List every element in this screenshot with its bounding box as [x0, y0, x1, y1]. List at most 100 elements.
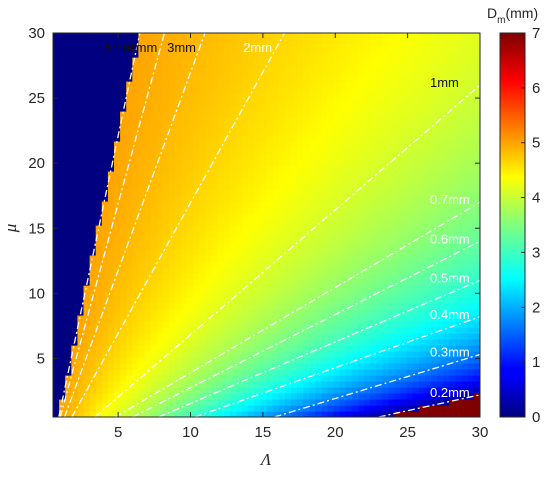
heatmap-cell — [266, 369, 274, 376]
heatmap-cell — [205, 327, 213, 334]
heatmap-cell — [297, 369, 304, 376]
heatmap-cell — [351, 285, 359, 292]
heatmap-cell — [309, 177, 316, 184]
heatmap-cell — [455, 363, 463, 370]
heatmap-cell — [437, 75, 444, 82]
heatmap-cell — [455, 345, 463, 352]
heatmap-cell — [278, 393, 286, 400]
heatmap-cell — [205, 399, 213, 406]
heatmap-cell — [229, 285, 237, 292]
heatmap-cell — [315, 255, 322, 262]
heatmap-cell — [150, 177, 158, 184]
heatmap-cell — [315, 123, 322, 130]
heatmap-cell — [193, 153, 200, 160]
heatmap-cell — [223, 267, 231, 274]
heatmap-cell — [443, 291, 451, 298]
heatmap-cell — [333, 87, 341, 94]
heatmap-cell — [144, 87, 152, 94]
heatmap-cell — [394, 369, 402, 376]
heatmap-cell — [181, 399, 188, 406]
heatmap-cell — [126, 333, 133, 340]
heatmap-cell — [114, 309, 121, 316]
heatmap-cell — [351, 321, 359, 328]
heatmap-cell — [412, 345, 420, 352]
heatmap-cell — [193, 255, 200, 262]
heatmap-cell — [290, 39, 298, 46]
heatmap-cell — [345, 249, 353, 256]
heatmap-cell — [175, 39, 182, 46]
heatmap-cell — [248, 45, 255, 52]
heatmap-cell — [370, 345, 377, 352]
heatmap-cell — [150, 39, 158, 46]
heatmap-cell — [364, 327, 371, 334]
heatmap-cell — [217, 363, 225, 370]
heatmap-cell — [260, 105, 268, 112]
heatmap-cell — [266, 375, 274, 382]
heatmap-cell — [266, 153, 274, 160]
heatmap-cell — [345, 267, 353, 274]
heatmap-cell — [455, 177, 463, 184]
heatmap-cell — [406, 231, 414, 238]
heatmap-cell — [114, 213, 121, 220]
heatmap-cell — [254, 117, 261, 124]
heatmap-cell — [321, 255, 329, 262]
heatmap-cell — [229, 147, 237, 154]
heatmap-cell — [77, 345, 85, 352]
heatmap-cell — [65, 363, 72, 370]
heatmap-cell — [193, 129, 200, 136]
heatmap-cell — [455, 153, 463, 160]
heatmap-cell — [297, 57, 304, 64]
heatmap-cell — [278, 75, 286, 82]
heatmap-cell — [162, 141, 170, 148]
heatmap-cell — [242, 399, 249, 406]
heatmap-cell — [358, 243, 365, 250]
heatmap-cell — [309, 141, 316, 148]
heatmap-cell — [53, 201, 60, 208]
heatmap-cell — [425, 315, 432, 322]
heatmap-cell — [425, 81, 432, 88]
heatmap-cell — [150, 189, 158, 196]
heatmap-cell — [260, 177, 268, 184]
heatmap-cell — [364, 255, 371, 262]
heatmap-cell — [431, 351, 438, 358]
heatmap-cell — [211, 405, 219, 412]
heatmap-cell — [193, 249, 200, 256]
contour-label: 2mm — [243, 40, 272, 55]
heatmap-cell — [358, 363, 365, 370]
heatmap-cell — [394, 147, 402, 154]
heatmap-cell — [303, 405, 310, 412]
heatmap-cell — [217, 159, 225, 166]
heatmap-cell — [126, 153, 133, 160]
heatmap-cell — [65, 141, 72, 148]
heatmap-cell — [95, 387, 103, 394]
heatmap-cell — [388, 147, 396, 154]
heatmap-cell — [77, 405, 85, 412]
heatmap-cell — [144, 375, 152, 382]
heatmap-cell — [400, 159, 408, 166]
heatmap-cell — [199, 201, 207, 208]
heatmap-cell — [376, 249, 383, 256]
heatmap-cell — [266, 81, 274, 88]
heatmap-cell — [425, 237, 432, 244]
heatmap-cell — [248, 285, 255, 292]
heatmap-cell — [370, 57, 377, 64]
heatmap-cell — [248, 333, 255, 340]
heatmap-cell — [351, 153, 359, 160]
heatmap-cell — [437, 339, 444, 346]
heatmap-cell — [455, 165, 463, 172]
heatmap-cell — [168, 87, 176, 94]
heatmap-cell — [449, 267, 457, 274]
heatmap-cell — [266, 183, 274, 190]
heatmap-cell — [425, 189, 432, 196]
heatmap-cell — [309, 195, 316, 202]
heatmap-cell — [144, 123, 152, 130]
heatmap-cell — [77, 291, 85, 298]
heatmap-cell — [150, 261, 158, 268]
heatmap-cell — [120, 177, 127, 184]
heatmap-cell — [107, 213, 115, 220]
heatmap-cell — [358, 201, 365, 208]
heatmap-cell — [120, 231, 127, 238]
heatmap-cell — [431, 303, 438, 310]
heatmap-cell — [345, 63, 353, 70]
heatmap-cell — [431, 117, 438, 124]
